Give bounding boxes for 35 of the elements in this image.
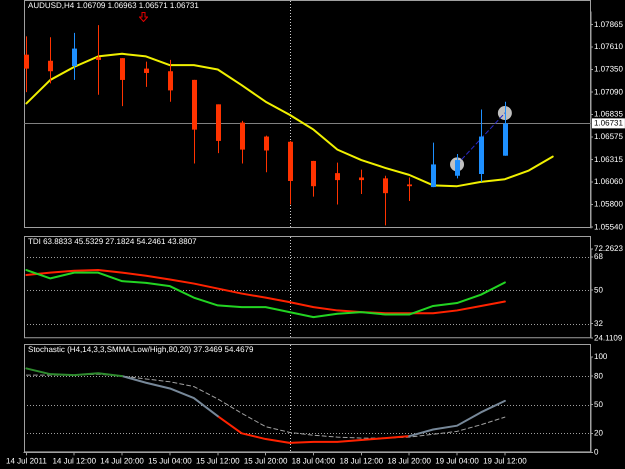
y-tick-label: 24.1109 — [594, 333, 623, 342]
x-tick-label: 14 Jul 12:00 — [52, 456, 97, 466]
x-tick-label: 15 Jul 04:00 — [148, 456, 192, 466]
y-tick-label: 1.07610 — [594, 42, 624, 52]
y-tick-label: 1.06835 — [594, 110, 624, 119]
x-tick-label: 14 Jul 2011 — [6, 456, 48, 466]
x-tick-label: 15 Jul 12:00 — [196, 456, 240, 466]
y-tick-label: 0 — [594, 448, 599, 457]
x-tick-label: 15 Jul 20:00 — [244, 456, 288, 466]
y-tick-label: 1.06060 — [594, 177, 624, 186]
y-tick-label: 1.07865 — [594, 20, 624, 29]
y-tick-label: 1.06315 — [594, 154, 624, 164]
y-tick-label: 20 — [594, 428, 604, 438]
y-tick-label: 1.06575 — [594, 132, 624, 142]
y-tick-label: 50 — [594, 400, 604, 409]
y-tick-label: 32 — [594, 318, 604, 328]
x-tick-label: 19 Jul 12:00 — [483, 456, 528, 466]
x-tick-label: 19 Jul 04:00 — [435, 456, 480, 466]
ref-line-label: 1.06731 — [594, 118, 624, 128]
x-tick-label: 14 Jul 20:00 — [100, 456, 144, 466]
x-tick-label: 18 Jul 12:00 — [340, 456, 384, 466]
y-tick-label: 80 — [594, 371, 604, 380]
y-tick-label: 72.2623 — [594, 244, 624, 254]
chart-title: TDI 63.8833 45.5329 27.1824 54.2461 43.8807 — [28, 237, 198, 246]
y-tick-label: 1.07090 — [594, 87, 624, 96]
x-tick-label: 18 Jul 20:00 — [387, 456, 432, 466]
y-tick-label: 50 — [594, 285, 604, 294]
chart-title: Stochastic (H4,14,3,3,SMMA,Low/High,80,20) 37.3469 54.4679 — [28, 345, 254, 354]
y-tick-label: 1.05540 — [594, 222, 624, 232]
x-tick-label: 18 Jul 04:00 — [292, 456, 336, 466]
y-tick-label: 100 — [594, 352, 608, 362]
chart-title: AUDUSD,H4 1.06709 1.06963 1.06571 1.06731 — [28, 1, 200, 10]
y-tick-label: 1.05800 — [594, 200, 624, 209]
y-tick-label: 1.07350 — [594, 64, 624, 74]
y-tick-label: 68 — [594, 252, 604, 262]
